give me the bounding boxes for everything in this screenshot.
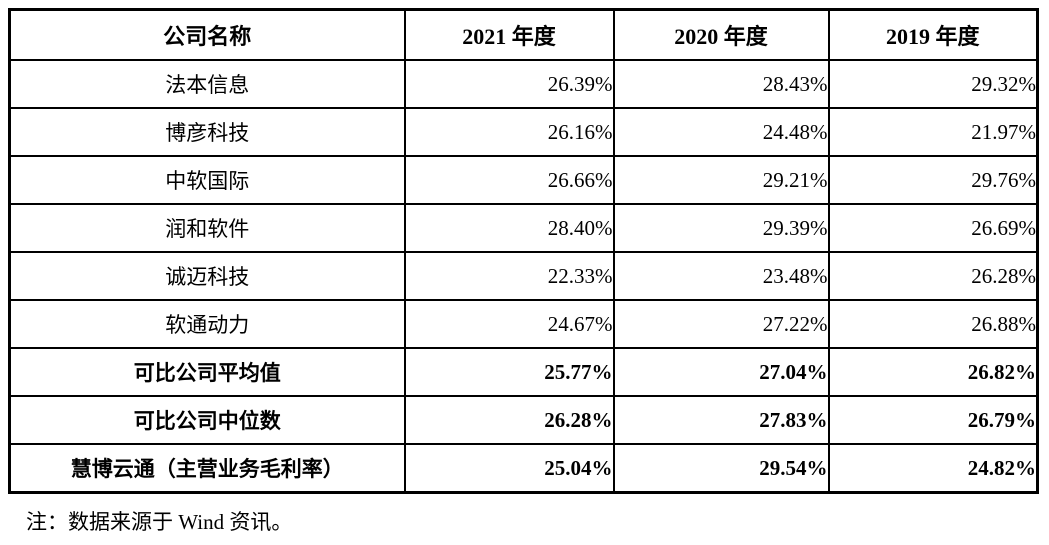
- value-cell: 26.16%: [403, 107, 615, 157]
- company-name-cell: 润和软件: [8, 203, 406, 253]
- value-cell: 23.48%: [612, 251, 830, 301]
- gross-margin-comparison-table: 公司名称 2021 年度 2020 年度 2019 年度 法本信息 26.39% 28.4…: [8, 8, 1039, 494]
- value-cell: 27.83%: [612, 395, 830, 445]
- table-header-row: 公司名称 2021 年度 2020 年度 2019 年度: [8, 8, 1039, 61]
- table-row: 博彦科技 26.16% 24.48% 21.97%: [8, 107, 1039, 157]
- table-header: 公司名称 2021 年度 2020 年度 2019 年度: [8, 8, 1039, 61]
- value-cell: 26.28%: [827, 251, 1039, 301]
- table-row: 法本信息 26.39% 28.43% 29.32%: [8, 59, 1039, 109]
- value-cell: 28.43%: [612, 59, 830, 109]
- value-cell: 25.04%: [403, 443, 615, 494]
- company-name-cell: 慧博云通（主营业务毛利率）: [8, 443, 406, 494]
- table-row: 诚迈科技 22.33% 23.48% 26.28%: [8, 251, 1039, 301]
- table-row: 润和软件 28.40% 29.39% 26.69%: [8, 203, 1039, 253]
- value-cell: 26.28%: [403, 395, 615, 445]
- company-name-cell: 软通动力: [8, 299, 406, 349]
- column-header: 2020 年度: [612, 8, 830, 61]
- value-cell: 24.82%: [827, 443, 1039, 494]
- company-name-cell: 诚迈科技: [8, 251, 406, 301]
- value-cell: 25.77%: [403, 347, 615, 397]
- value-cell: 24.48%: [612, 107, 830, 157]
- value-cell: 29.32%: [827, 59, 1039, 109]
- value-cell: 28.40%: [403, 203, 615, 253]
- company-name-cell: 博彦科技: [8, 107, 406, 157]
- company-name-cell: 法本信息: [8, 59, 406, 109]
- value-cell: 26.69%: [827, 203, 1039, 253]
- column-header: 2019 年度: [827, 8, 1039, 61]
- value-cell: 21.97%: [827, 107, 1039, 157]
- value-cell: 29.54%: [612, 443, 830, 494]
- company-name-cell: 可比公司中位数: [8, 395, 406, 445]
- column-header: 2021 年度: [403, 8, 615, 61]
- value-cell: 29.39%: [612, 203, 830, 253]
- value-cell: 26.79%: [827, 395, 1039, 445]
- column-header: 公司名称: [8, 8, 406, 61]
- value-cell: 27.04%: [612, 347, 830, 397]
- value-cell: 26.82%: [827, 347, 1039, 397]
- value-cell: 26.88%: [827, 299, 1039, 349]
- value-cell: 22.33%: [403, 251, 615, 301]
- table-row: 可比公司中位数 26.28% 27.83% 26.79%: [8, 395, 1039, 445]
- company-name-cell: 可比公司平均值: [8, 347, 406, 397]
- table-row: 可比公司平均值 25.77% 27.04% 26.82%: [8, 347, 1039, 397]
- value-cell: 26.39%: [403, 59, 615, 109]
- source-note: 注：数据来源于 Wind 资讯。: [26, 510, 293, 534]
- value-cell: 29.21%: [612, 155, 830, 205]
- value-cell: 27.22%: [612, 299, 830, 349]
- table-row: 中软国际 26.66% 29.21% 29.76%: [8, 155, 1039, 205]
- table-row: 软通动力 24.67% 27.22% 26.88%: [8, 299, 1039, 349]
- company-name-cell: 中软国际: [8, 155, 406, 205]
- value-cell: 24.67%: [403, 299, 615, 349]
- value-cell: 29.76%: [827, 155, 1039, 205]
- value-cell: 26.66%: [403, 155, 615, 205]
- table-body: 法本信息 26.39% 28.43% 29.32% 博彦科技 26.16% 24.48% 21…: [8, 59, 1039, 494]
- table-row: 慧博云通（主营业务毛利率） 25.04% 29.54% 24.82%: [8, 443, 1039, 494]
